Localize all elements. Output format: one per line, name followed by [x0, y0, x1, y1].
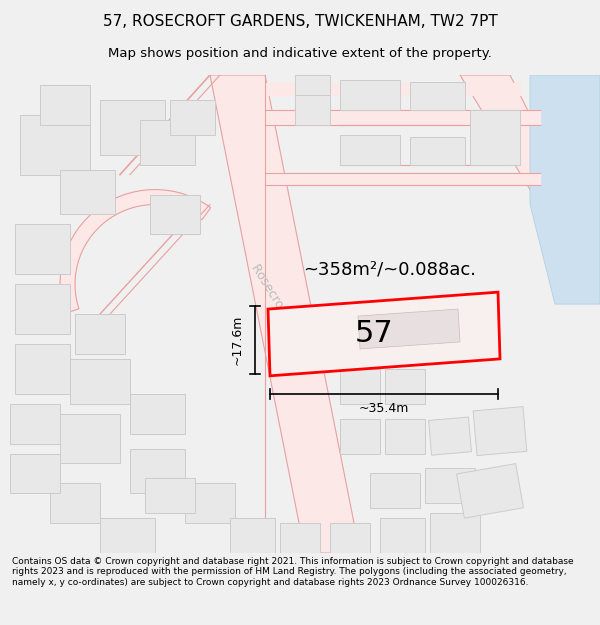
Bar — [340, 80, 400, 110]
Bar — [280, 523, 320, 553]
Polygon shape — [210, 75, 360, 553]
Bar — [340, 419, 380, 454]
Bar — [385, 419, 425, 454]
Bar — [10, 404, 60, 444]
Bar — [380, 518, 425, 553]
Bar — [385, 369, 425, 404]
Text: Map shows position and indicative extent of the property.: Map shows position and indicative extent… — [108, 48, 492, 61]
Bar — [428, 417, 472, 455]
Bar — [60, 169, 115, 214]
Text: Contains OS data © Crown copyright and database right 2021. This information is : Contains OS data © Crown copyright and d… — [12, 557, 574, 586]
Bar — [295, 75, 330, 95]
Bar — [130, 394, 185, 434]
Text: 57: 57 — [355, 319, 394, 349]
Text: 57, ROSECROFT GARDENS, TWICKENHAM, TW2 7PT: 57, ROSECROFT GARDENS, TWICKENHAM, TW2 7… — [103, 14, 497, 29]
Bar — [470, 110, 520, 164]
Bar — [50, 483, 100, 523]
Bar — [75, 314, 125, 354]
Bar — [185, 483, 235, 523]
Bar — [410, 82, 465, 110]
Bar — [430, 513, 480, 553]
Polygon shape — [60, 189, 211, 313]
Text: ~35.4m: ~35.4m — [359, 402, 409, 415]
Polygon shape — [268, 292, 500, 376]
Bar — [20, 115, 90, 174]
Bar — [295, 95, 330, 125]
Bar — [100, 100, 165, 154]
Bar — [130, 449, 185, 493]
Bar — [170, 100, 215, 135]
Text: ~17.6m: ~17.6m — [230, 315, 244, 365]
Bar — [145, 478, 195, 513]
Bar — [100, 518, 155, 553]
Bar — [473, 407, 527, 456]
Bar — [40, 85, 90, 125]
Bar — [457, 464, 523, 518]
Bar — [70, 359, 130, 404]
Bar — [10, 454, 60, 493]
Bar — [340, 135, 400, 164]
Polygon shape — [460, 75, 600, 304]
Bar — [230, 518, 275, 553]
Bar — [60, 414, 120, 464]
Bar — [15, 224, 70, 274]
Bar — [410, 137, 465, 164]
Polygon shape — [530, 75, 600, 304]
Text: Rosecroft Gardens: Rosecroft Gardens — [249, 262, 321, 366]
Text: ~358m²/~0.088ac.: ~358m²/~0.088ac. — [304, 260, 476, 278]
Polygon shape — [358, 309, 460, 349]
Bar — [150, 194, 200, 234]
Bar — [370, 474, 420, 508]
Bar — [425, 469, 475, 503]
Bar — [140, 120, 195, 164]
Bar — [330, 523, 370, 553]
Bar — [15, 344, 70, 394]
Bar — [15, 284, 70, 334]
Bar — [340, 369, 380, 404]
